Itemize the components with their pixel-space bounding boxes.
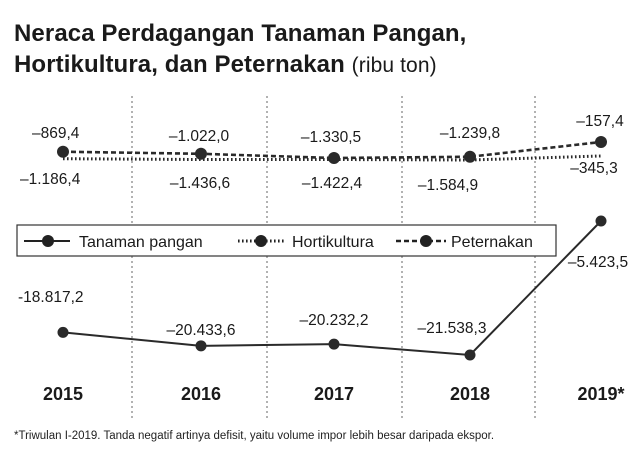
point-peternakan-2015 [57,145,69,158]
data-label-peternakan-2015: –869,4 [32,125,80,142]
x-tick-2018: 2018 [450,384,490,404]
series-line-hortikultura [62,154,602,162]
data-label-peternakan-2016: –1.022,0 [169,128,230,145]
data-label-hortikultura-2016: –1.436,6 [170,175,230,192]
series-line-peternakan [62,140,602,160]
point-tanaman-pangan-2019 [595,215,607,227]
legend: Tanaman pangan Hortikultura Peternakan [16,224,557,257]
x-tick-2016: 2016 [181,384,221,404]
data-label-tanaman-pangan-2018: –21.538,3 [418,320,487,337]
data-label-tanaman-pangan-2015: -18.817,2 [18,289,84,306]
point-tanaman-pangan-2016 [195,340,207,352]
point-tanaman-pangan-2017 [328,338,340,350]
data-label-peternakan-2018: –1.239,8 [440,125,500,142]
x-tick-2015: 2015 [43,384,83,404]
point-peternakan-2019 [595,136,607,148]
data-label-hortikultura-2019: –345,3 [570,160,617,177]
data-label-hortikultura-2018: –1.584,9 [418,177,478,194]
data-label-tanaman-pangan-2017: –20.232,2 [300,312,369,329]
footnote: *Triwulan I-2019. Tanda negatif artinya … [14,430,495,442]
data-labels: -18.817,2 –20.433,6 –20.232,2 –21.538,3 –5.4… [18,113,628,339]
data-label-tanaman-pangan-2019: –5.423,5 [568,254,628,271]
point-peternakan-2017 [328,152,340,164]
legend-box [16,224,557,257]
series-lines [57,136,607,361]
data-label-tanaman-pangan-2016: –20.433,6 [167,322,236,339]
legend-marker-hortikultura [255,235,267,247]
point-tanaman-pangan-2015 [57,326,69,338]
point-peternakan-2018 [464,150,476,163]
data-label-hortikultura-2017: –1.422,4 [302,175,363,192]
legend-label-peternakan: Peternakan [451,234,533,251]
data-label-peternakan-2017: –1.330,5 [301,129,361,146]
x-tick-2019: 2019* [577,384,624,404]
legend-label-tanaman-pangan: Tanaman pangan [79,234,203,251]
point-peternakan-2016 [195,147,207,160]
title-unit: (ribu ton) [351,54,437,77]
legend-label-hortikultura: Hortikultura [292,234,374,251]
title-line-2: Hortikultura, dan Peternakan (ribu ton) [14,49,634,81]
grid-layer [131,96,536,418]
legend-marker-peternakan [420,235,432,247]
point-tanaman-pangan-2018 [464,349,476,361]
x-tick-2017: 2017 [314,384,354,404]
title-line-2-text: Hortikultura, dan Peternakan [14,51,345,78]
x-axis-labels: 2015 2016 2017 2018 2019* [43,384,625,404]
legend-marker-tanaman-pangan [42,235,54,247]
data-label-peternakan-2019: –157,4 [576,113,624,130]
data-label-hortikultura-2015: –1.186,4 [20,171,81,188]
title-line-1: Neraca Perdagangan Tanaman Pangan, [14,20,467,47]
chart-title: Neraca Perdagangan Tanaman Pangan, Horti… [14,18,634,81]
